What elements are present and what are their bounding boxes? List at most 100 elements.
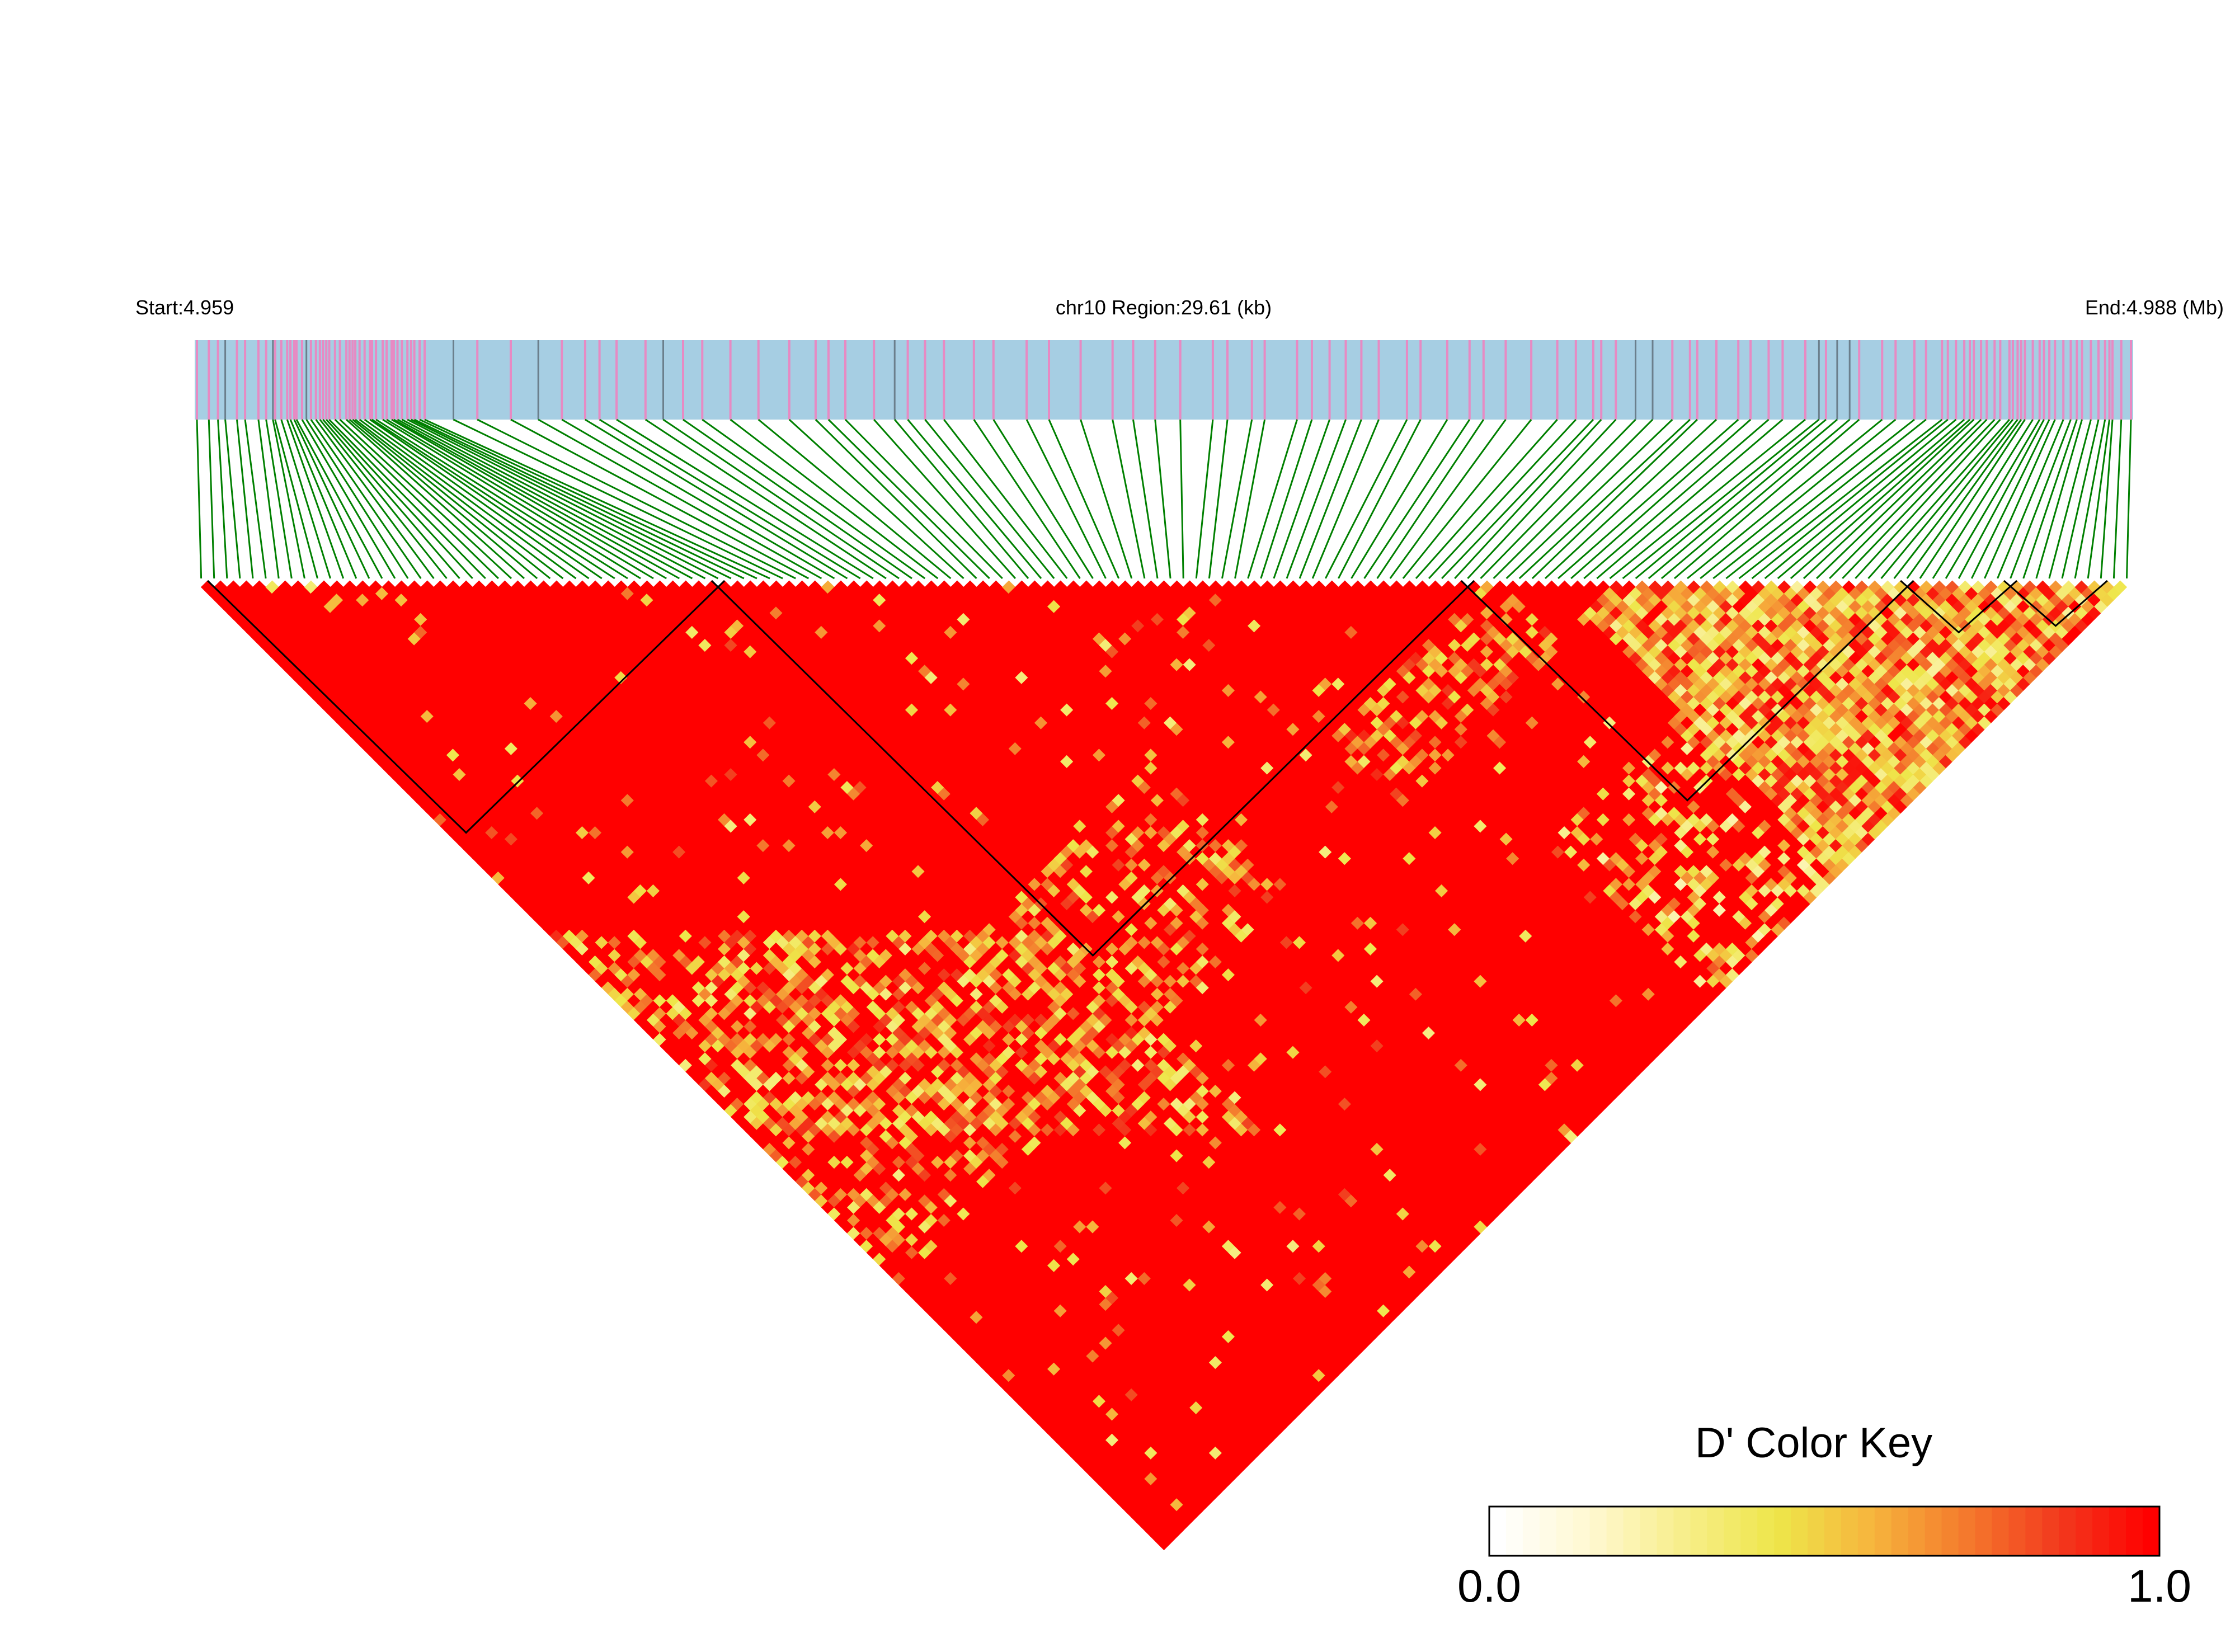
snp-connector-lines: [196, 418, 2132, 580]
snp-connector-line: [815, 418, 977, 580]
ld-cell: [1105, 1485, 1119, 1499]
snp-connector-line: [1544, 418, 1718, 580]
snp-connector-line: [1311, 419, 1380, 579]
ld-cell: [304, 632, 318, 646]
ld-cell: [1028, 1407, 1042, 1422]
snp-connector-line: [2048, 419, 2092, 579]
ld-cell: [847, 1201, 861, 1215]
snp-connector-line: [424, 418, 770, 580]
snp-connector-line: [349, 418, 538, 580]
snp-connector-line: [1570, 418, 1752, 580]
snp-connector-line: [289, 419, 357, 579]
snp-connector-line: [1454, 418, 1602, 580]
snp-connector-line: [1376, 419, 1485, 579]
ld-cell: [511, 890, 525, 905]
snp-connector-line: [1518, 418, 1691, 580]
snp-connector-line: [1583, 418, 1770, 580]
snp-connector-line: [1531, 418, 1698, 580]
snp-connector-line: [827, 418, 990, 580]
snp-connector-line: [2087, 419, 2110, 579]
snp-connector-line: [1984, 419, 2056, 579]
snp-connector-line: [1816, 418, 1982, 580]
ld-cell: [963, 1343, 977, 1357]
ld-cell: [1131, 1485, 1145, 1499]
ld-cell: [911, 1278, 925, 1292]
snp-connector-line: [585, 418, 848, 580]
snp-connector-line: [2022, 419, 2078, 579]
ld-cell: [265, 632, 279, 646]
snp-connector-line: [1777, 418, 1965, 580]
ld-cell: [614, 955, 628, 969]
snp-connector-line: [419, 418, 757, 580]
snp-connector-line: [907, 419, 1042, 579]
ld-cell: [433, 761, 448, 775]
ld-cell: [744, 1084, 757, 1098]
snp-connector-line: [1867, 419, 2010, 579]
snp-connector-line: [1402, 419, 1532, 579]
ld-cell: [498, 826, 512, 840]
snp-connector-line: [561, 418, 835, 580]
snp-connector-line: [1880, 419, 2014, 579]
ld-cell: [847, 1188, 861, 1202]
ld-cell: [1002, 1356, 1016, 1369]
ld-cell: [982, 1349, 996, 1363]
ld-cell: [524, 864, 538, 878]
snp-connector-line: [1842, 418, 1996, 580]
ld-cell: [782, 1123, 796, 1137]
snp-connector-line: [894, 419, 1029, 579]
snp-connector-line: [295, 419, 383, 579]
ld-cell: [537, 877, 550, 891]
ld-cell: [1131, 1498, 1145, 1512]
snp-connector-line: [272, 419, 305, 579]
snp-connector-line: [1855, 418, 2001, 580]
snp-connector-line: [322, 419, 460, 579]
ld-cell: [911, 1265, 925, 1279]
ld-cell: [1144, 1523, 1158, 1537]
ld-cell: [524, 877, 538, 891]
snp-connector-line: [1751, 418, 1949, 580]
snp-connector-line: [326, 418, 473, 580]
ld-cell: [704, 1084, 719, 1098]
snp-connector-line: [873, 419, 1017, 579]
snp-connector-line: [1048, 419, 1120, 579]
snp-connector-line: [1660, 418, 1851, 580]
region-end-label: End:4.988 (Mb): [2085, 296, 2224, 319]
ld-cell: [911, 1252, 925, 1266]
ld-cell: [808, 1136, 822, 1150]
ld-cell: [575, 955, 590, 969]
ld-cell: [815, 1155, 829, 1169]
snp-connector-line: [386, 418, 654, 580]
snp-connector-line: [1428, 418, 1577, 580]
ld-cell: [808, 1149, 822, 1163]
ld-cell: [679, 1058, 693, 1072]
snp-connector-line: [1493, 418, 1654, 580]
ld-cell: [369, 735, 383, 749]
ld-cell: [679, 1006, 693, 1020]
snp-connector-line: [393, 418, 680, 580]
snp-connector-line: [305, 419, 409, 579]
ld-cell: [614, 994, 628, 1008]
ld-cell: [317, 696, 331, 710]
snp-connector-line: [257, 419, 280, 579]
snp-connector-line: [328, 418, 486, 580]
ld-cell: [485, 826, 499, 840]
snp-connector-line: [1179, 419, 1184, 579]
snp-connector-line: [730, 418, 939, 580]
ld-cell: [1073, 1414, 1087, 1428]
snp-connector-line: [1260, 419, 1313, 579]
snp-connector-line: [992, 419, 1094, 579]
ld-cell: [879, 1220, 893, 1234]
snp-connector-line: [411, 418, 732, 580]
snp-connector-line: [301, 419, 396, 579]
snp-connector-line: [1970, 419, 2050, 579]
ld-cell: [278, 632, 292, 646]
ld-cell: [472, 800, 486, 814]
snp-connector-line: [1609, 418, 1806, 580]
ld-cell: [498, 864, 512, 878]
region-title: chr10 Region:29.61 (kb): [1056, 296, 1272, 319]
ld-cell: [976, 1330, 990, 1344]
snp-connector-line: [1234, 419, 1266, 579]
ld-cell: [782, 1149, 796, 1163]
ld-cell: [976, 1343, 990, 1357]
